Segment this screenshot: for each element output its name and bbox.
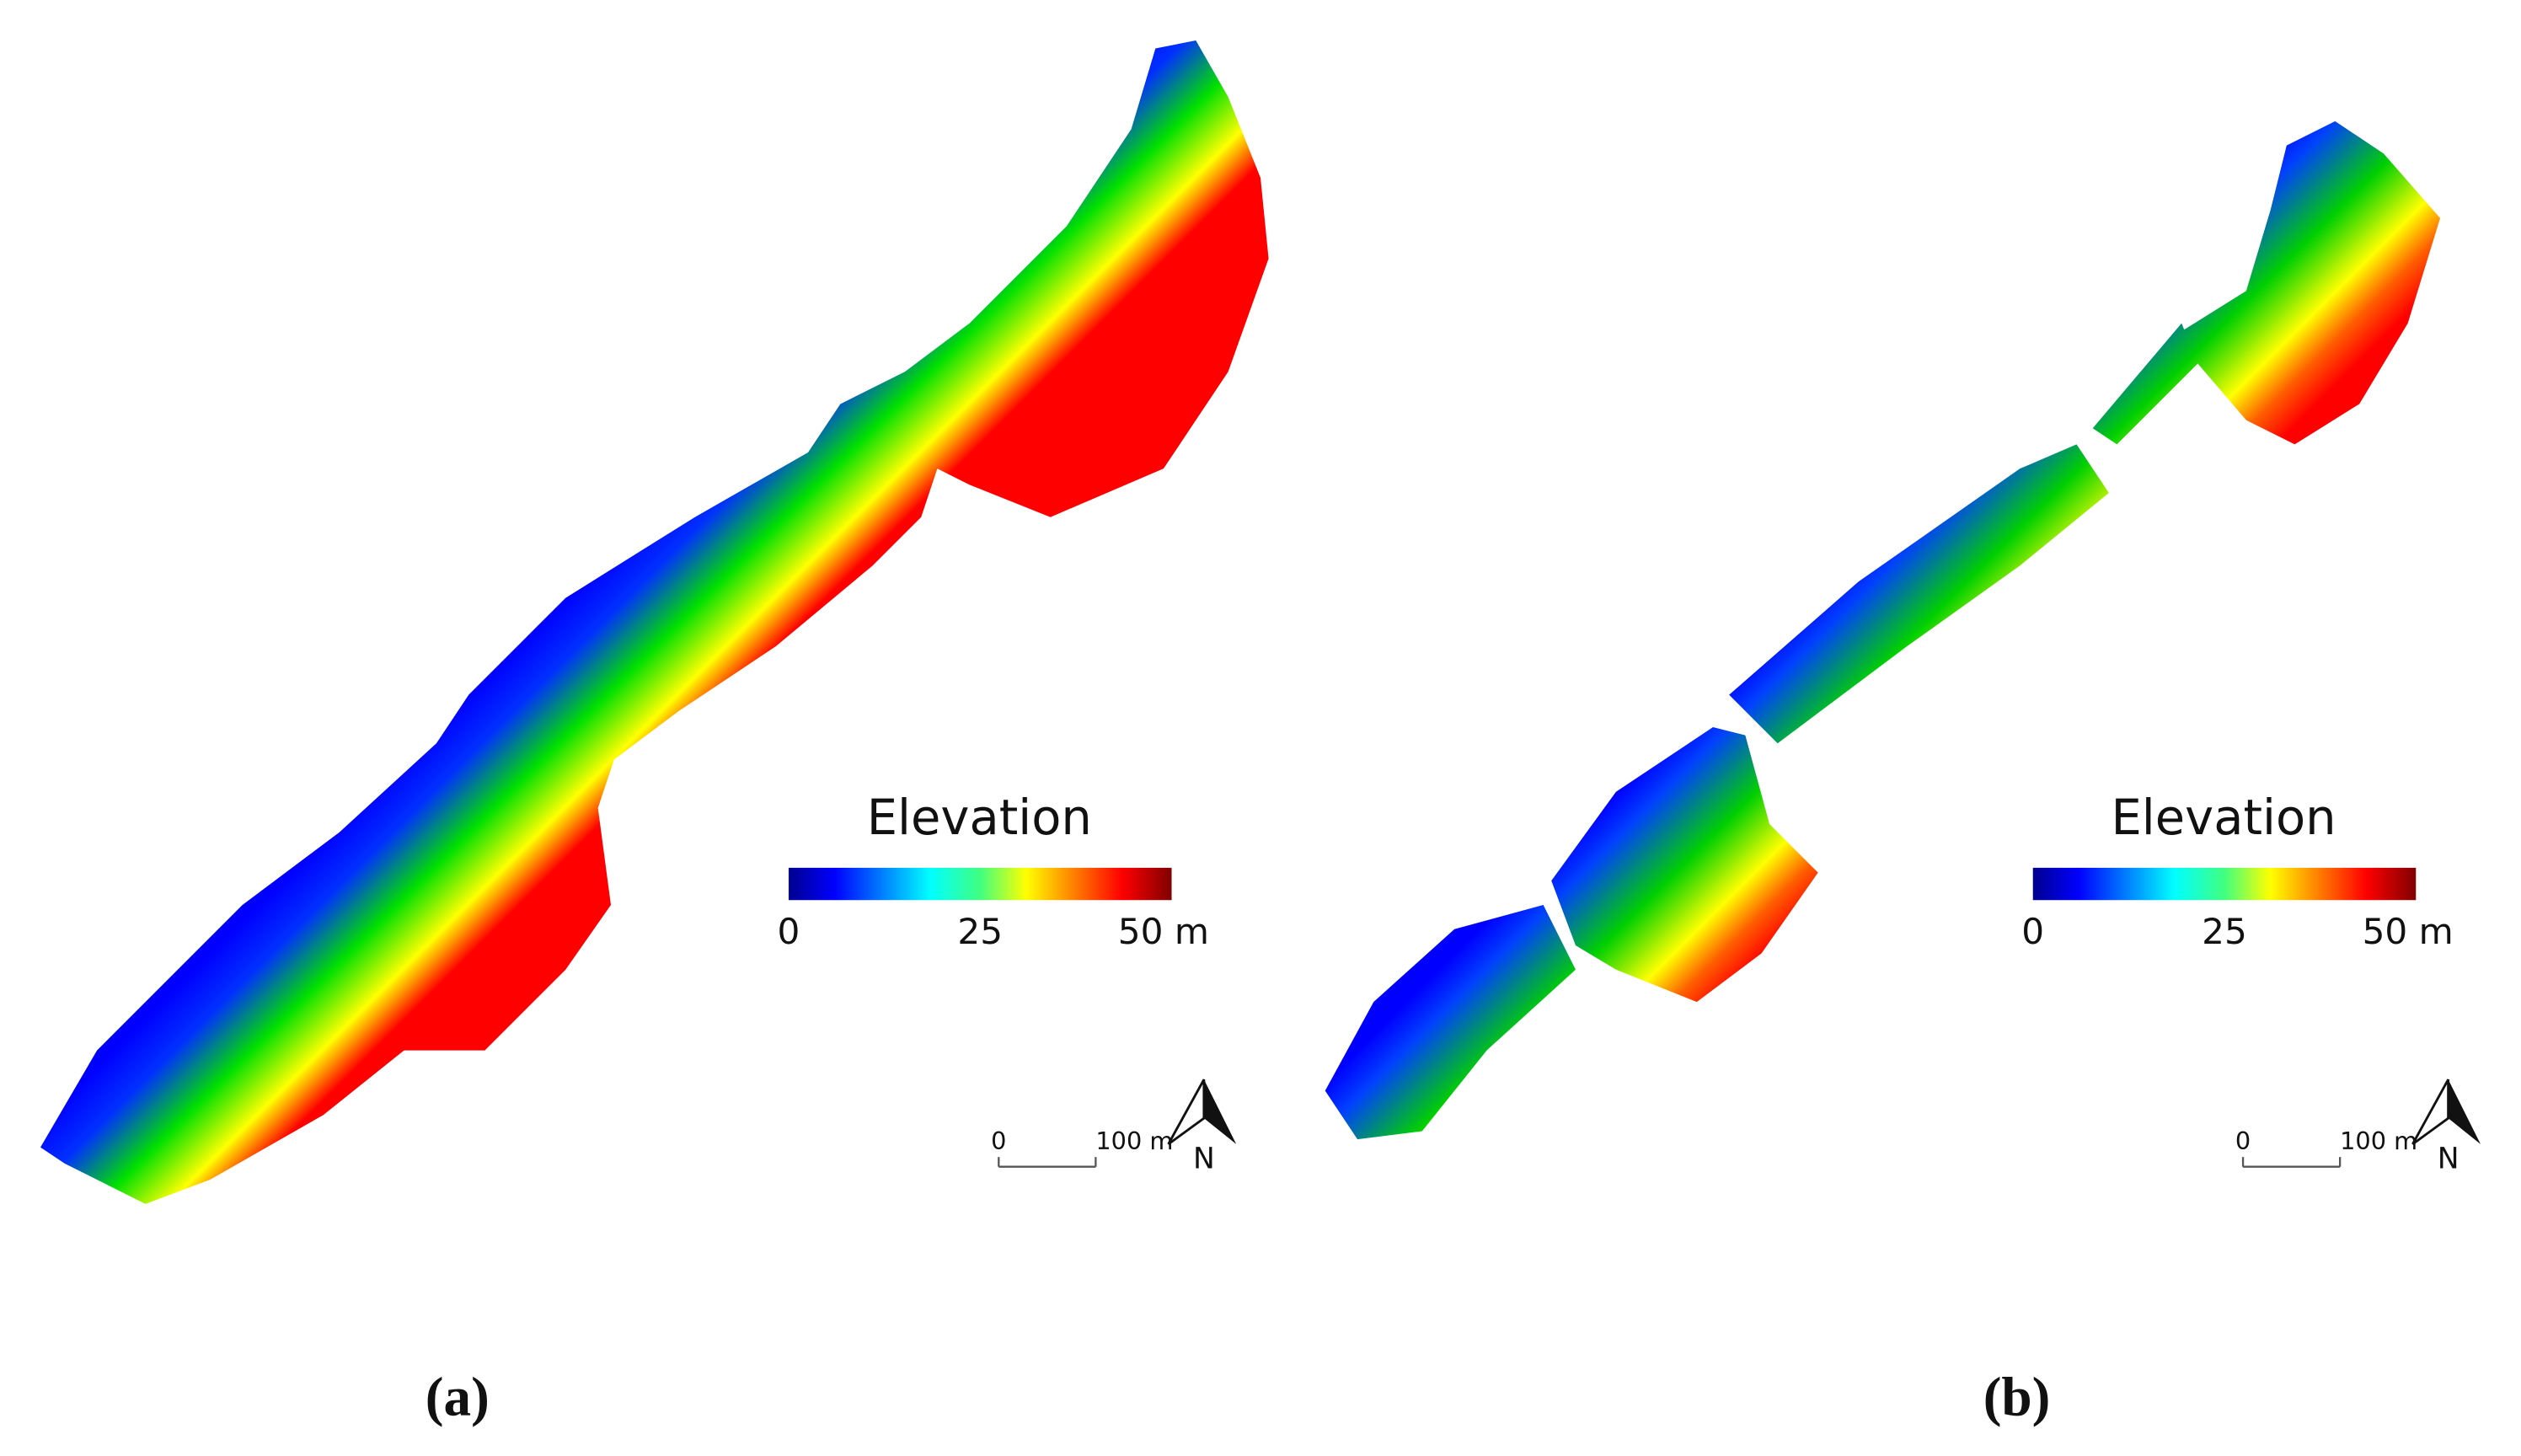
scale-label: 100 m [2340, 1127, 2417, 1155]
scale-label: 100 m [1095, 1127, 1173, 1155]
north-arrow [2448, 1079, 2481, 1144]
north-arrow [1203, 1079, 1237, 1144]
scale-label: 0 [2235, 1127, 2251, 1155]
colorbar [2032, 867, 2417, 901]
legend-tick-label: 50 m [2363, 911, 2454, 952]
legend-title: Elevation [867, 790, 1092, 846]
legend-tick-label: 0 [2021, 911, 2044, 952]
panel-label: (a) [426, 1368, 490, 1428]
legend-tick-label: 25 [957, 911, 1003, 952]
legend-tick-label: 50 m [1118, 911, 1209, 952]
north-arrow [1167, 1079, 1206, 1146]
terrain-b [1325, 120, 2441, 1140]
panel-label: (b) [1983, 1368, 2051, 1428]
north-label: N [1193, 1143, 1215, 1176]
terrain-a [40, 40, 1269, 1204]
legend-title: Elevation [2111, 790, 2336, 846]
colorbar [788, 867, 1172, 901]
north-label: N [2438, 1143, 2459, 1176]
north-arrow [2411, 1079, 2450, 1146]
legend-tick-label: 0 [778, 911, 800, 952]
scale-label: 0 [991, 1127, 1006, 1155]
legend-tick-label: 25 [2202, 911, 2247, 952]
